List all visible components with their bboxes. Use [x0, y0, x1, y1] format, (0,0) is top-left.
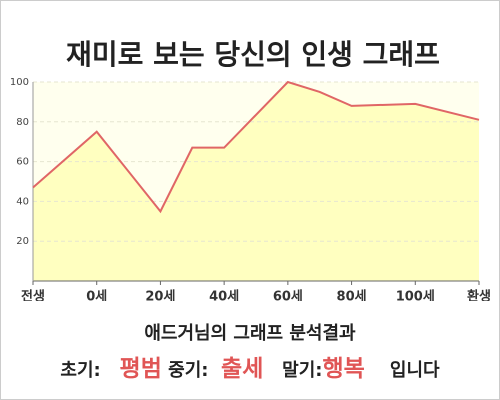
middle-label: 중기:	[168, 360, 209, 381]
early-label: 초기:	[60, 360, 101, 381]
x-tick-label: 20세	[145, 290, 175, 302]
line	[32, 80, 480, 214]
chart: 재미로 보는 당신의 인생 그래프 20 40 60 80 100 전생 0세 20세 40세 6…	[10, 38, 491, 302]
x-tick-label: 환생	[467, 289, 491, 302]
x-tick-label: 60세	[273, 290, 303, 302]
x-tick-label: 100세	[396, 290, 435, 302]
x-tick-label: 0세	[86, 290, 107, 302]
footer-result: 초기: 평범 중기: 출세 말기:행복 입니다	[1, 349, 499, 383]
y-tick-label: 60	[16, 157, 29, 168]
x-tick-label: 80세	[337, 290, 367, 302]
footer-subtitle: 애드거님의 그래프 분석결과	[144, 323, 356, 344]
area	[33, 82, 479, 281]
late-value: 행복	[322, 356, 365, 382]
late-label: 말기:	[282, 360, 323, 381]
y-tick-label: 40	[16, 196, 29, 207]
early-value: 평범	[119, 356, 162, 382]
y-tick-label: 80	[16, 117, 29, 128]
ending: 입니다	[389, 360, 440, 381]
y-tick-label: 100	[10, 77, 29, 88]
y-tick-label: 20	[16, 236, 29, 247]
middle-value: 출세	[221, 356, 264, 382]
x-tick-label: 전생	[21, 289, 45, 302]
chart-title: 재미로 보는 당신의 인생 그래프	[66, 38, 440, 71]
x-tick-label: 40세	[209, 290, 239, 302]
